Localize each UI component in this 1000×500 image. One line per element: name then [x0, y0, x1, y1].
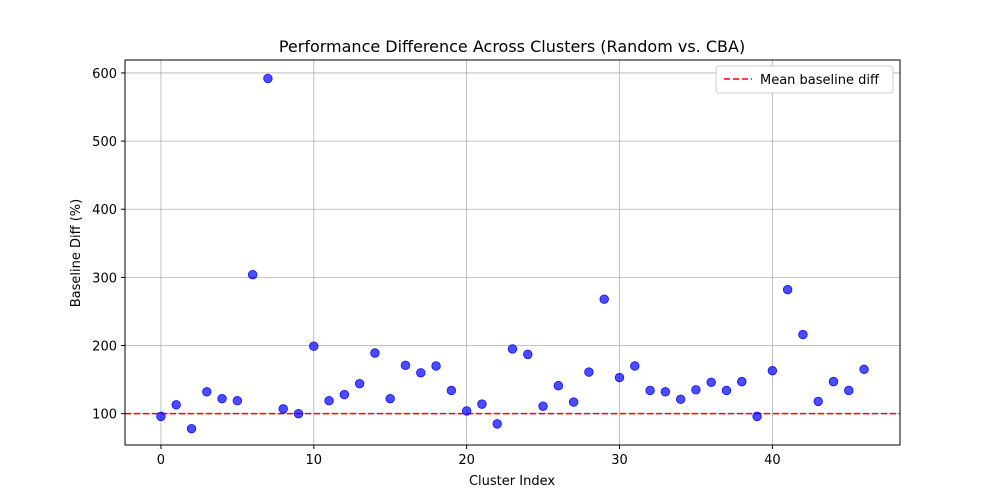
y-axis-label: Baseline Diff (%): [69, 199, 84, 307]
scatter-point: [813, 396, 823, 407]
scatter-point: [370, 348, 380, 358]
scatter-point: [263, 73, 273, 84]
axes-frame: [124, 59, 901, 446]
scatter-point: [416, 368, 426, 378]
chart-title: Performance Difference Across Clusters (…: [279, 37, 745, 56]
y-tick-label: 100: [92, 408, 117, 423]
scatter-point: [309, 341, 319, 351]
scatter-point: [477, 399, 487, 409]
scatter-point: [354, 378, 365, 389]
scatter-point: [706, 377, 716, 388]
y-tick-label: 500: [92, 135, 117, 150]
x-tick-label: 10: [306, 453, 323, 468]
scatter-point: [568, 397, 579, 407]
x-axis-label: Cluster Index: [469, 474, 555, 489]
scatter-point: [232, 396, 243, 406]
scatter-point: [584, 367, 594, 377]
scatter-point: [767, 366, 778, 376]
scatter-point: [400, 360, 411, 370]
x-tick-label: 30: [611, 453, 628, 468]
scatter-point: [782, 284, 793, 295]
data-points: [156, 73, 869, 434]
scatter-point: [507, 344, 518, 354]
legend-label: Mean baseline diff: [760, 73, 880, 88]
scatter-point: [538, 401, 548, 411]
scatter-point: [156, 411, 166, 422]
scatter-point: [492, 419, 502, 429]
scatter-point: [737, 376, 747, 387]
scatter-point: [339, 389, 350, 400]
scatter-point: [431, 361, 441, 371]
scatter-point: [171, 400, 181, 410]
y-tick-label: 200: [92, 340, 117, 355]
scatter-point: [446, 385, 457, 396]
scatter-point: [553, 381, 564, 391]
scatter-point: [844, 385, 854, 396]
scatter-point: [385, 393, 395, 404]
x-tick-label: 20: [458, 453, 475, 468]
scatter-point: [247, 269, 258, 280]
x-tick-label: 0: [157, 453, 165, 468]
scatter-point: [721, 385, 732, 396]
y-tick-label: 300: [92, 271, 117, 286]
scatter-point: [645, 385, 655, 396]
scatter-point: [630, 361, 640, 371]
scatter-point: [691, 385, 701, 395]
scatter-point: [798, 329, 808, 340]
y-axis-ticks: 100 200 300 400 500 600: [92, 67, 125, 423]
scatter-point: [461, 406, 472, 416]
scatter-point: [599, 294, 609, 304]
scatter-point: [293, 408, 304, 419]
scatter-point: [324, 396, 334, 406]
scatter-point: [614, 372, 625, 383]
legend: Mean baseline diff: [715, 65, 894, 94]
y-tick-label: 600: [92, 67, 117, 82]
grid-lines: [125, 60, 900, 445]
scatter-point: [523, 349, 533, 360]
scatter-point: [859, 364, 869, 375]
x-tick-label: 40: [764, 453, 781, 468]
scatter-point: [752, 411, 762, 422]
scatter-point: [278, 404, 288, 414]
scatter-point: [217, 393, 227, 404]
scatter-point: [186, 423, 197, 434]
scatter-point: [828, 376, 839, 387]
legend-box: [715, 65, 894, 94]
scatter-point: [202, 387, 212, 397]
x-axis-ticks: 0 10 20 30 40: [157, 445, 781, 468]
y-tick-label: 400: [92, 203, 117, 218]
scatter-point: [675, 394, 686, 405]
scatter-point: [660, 387, 671, 397]
